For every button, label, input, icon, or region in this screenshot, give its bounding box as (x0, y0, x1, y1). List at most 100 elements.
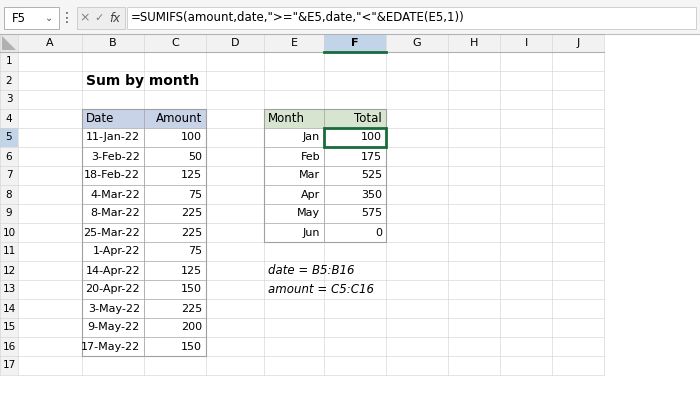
Text: 0: 0 (375, 228, 382, 238)
Text: 1: 1 (6, 56, 13, 66)
Text: Month: Month (268, 112, 305, 125)
Bar (127, 7, 696, 29)
Text: 225: 225 (181, 228, 202, 238)
Bar (0, 356, 18, 375)
Text: 525: 525 (361, 170, 382, 180)
Text: Mar: Mar (299, 170, 320, 180)
Text: 14-Apr-22: 14-Apr-22 (85, 266, 140, 276)
Bar (324, 34, 386, 52)
Bar (0, 204, 18, 223)
Bar (324, 128, 386, 147)
Text: 575: 575 (361, 208, 382, 218)
Text: 100: 100 (361, 132, 382, 142)
Text: Feb: Feb (300, 152, 320, 162)
Text: 2: 2 (6, 76, 13, 86)
Bar (264, 109, 386, 128)
Text: Date: Date (86, 112, 114, 125)
Bar (82, 109, 206, 128)
Text: 3: 3 (6, 94, 13, 104)
Text: Apr: Apr (301, 190, 320, 200)
Text: 9-May-22: 9-May-22 (88, 322, 140, 332)
Text: 18-Feb-22: 18-Feb-22 (84, 170, 140, 180)
Text: 16: 16 (2, 342, 15, 352)
Text: ⌄: ⌄ (45, 13, 53, 23)
Text: 8: 8 (6, 190, 13, 200)
Bar (0, 90, 18, 109)
Text: 1-Apr-22: 1-Apr-22 (92, 246, 140, 256)
Bar (0, 318, 18, 337)
Text: 4: 4 (6, 114, 13, 124)
Bar (4, 7, 59, 29)
Text: 125: 125 (181, 170, 202, 180)
Text: J: J (576, 38, 580, 48)
Text: 14: 14 (2, 304, 15, 314)
Text: Sum by month: Sum by month (86, 74, 199, 88)
Text: 225: 225 (181, 208, 202, 218)
Text: A: A (46, 38, 54, 48)
Bar (0, 128, 18, 147)
Polygon shape (0, 34, 18, 52)
Text: 3-May-22: 3-May-22 (88, 304, 140, 314)
Text: 6: 6 (6, 152, 13, 162)
Text: Amount: Amount (155, 112, 202, 125)
Text: ×: × (80, 12, 90, 24)
Text: 11-Jan-22: 11-Jan-22 (86, 132, 140, 142)
Text: I: I (524, 38, 528, 48)
Text: 10: 10 (2, 228, 15, 238)
Text: ✓: ✓ (94, 13, 104, 23)
Text: D: D (231, 38, 239, 48)
Text: 13: 13 (2, 284, 15, 294)
Text: 9: 9 (6, 208, 13, 218)
Text: 15: 15 (2, 322, 15, 332)
Text: 175: 175 (361, 152, 382, 162)
Text: =SUMIFS(amount,date,">="&E5,date,"<"&EDATE(E5,1)): =SUMIFS(amount,date,">="&E5,date,"<"&EDA… (131, 12, 465, 24)
Text: 125: 125 (181, 266, 202, 276)
Text: 20-Apr-22: 20-Apr-22 (85, 284, 140, 294)
Text: 17-May-22: 17-May-22 (80, 342, 140, 352)
Bar (0, 0, 700, 34)
Text: 75: 75 (188, 246, 202, 256)
Text: G: G (413, 38, 421, 48)
Text: 17: 17 (2, 360, 15, 370)
Bar (0, 71, 18, 90)
Text: 7: 7 (6, 170, 13, 180)
Text: 25-Mar-22: 25-Mar-22 (83, 228, 140, 238)
Text: 4-Mar-22: 4-Mar-22 (90, 190, 140, 200)
Text: B: B (109, 38, 117, 48)
Bar (0, 261, 18, 280)
Text: Total: Total (354, 112, 382, 125)
Text: 50: 50 (188, 152, 202, 162)
Bar (0, 242, 18, 261)
Text: 350: 350 (361, 190, 382, 200)
Text: May: May (297, 208, 320, 218)
Bar (0, 185, 18, 204)
Bar (77, 7, 125, 29)
Text: Jun: Jun (302, 228, 320, 238)
Text: 200: 200 (181, 322, 202, 332)
Bar (0, 337, 18, 356)
Bar (0, 280, 18, 299)
Text: 225: 225 (181, 304, 202, 314)
Bar (0, 109, 18, 128)
Text: H: H (470, 38, 478, 48)
Text: 8-Mar-22: 8-Mar-22 (90, 208, 140, 218)
Bar (0, 147, 18, 166)
Text: E: E (290, 38, 298, 48)
Text: date = B5:B16: date = B5:B16 (268, 264, 354, 277)
Bar (264, 109, 386, 242)
Text: 5: 5 (6, 132, 13, 142)
Text: F5: F5 (12, 12, 26, 24)
Text: 100: 100 (181, 132, 202, 142)
Text: ⋮: ⋮ (60, 11, 74, 25)
Text: Jan: Jan (302, 132, 320, 142)
Text: 150: 150 (181, 342, 202, 352)
Text: 11: 11 (2, 246, 15, 256)
Bar (0, 299, 18, 318)
Bar (0, 52, 18, 71)
Polygon shape (2, 36, 16, 50)
Bar (0, 166, 18, 185)
Bar (82, 109, 206, 356)
Text: C: C (171, 38, 179, 48)
Text: 75: 75 (188, 190, 202, 200)
Text: 3-Feb-22: 3-Feb-22 (91, 152, 140, 162)
